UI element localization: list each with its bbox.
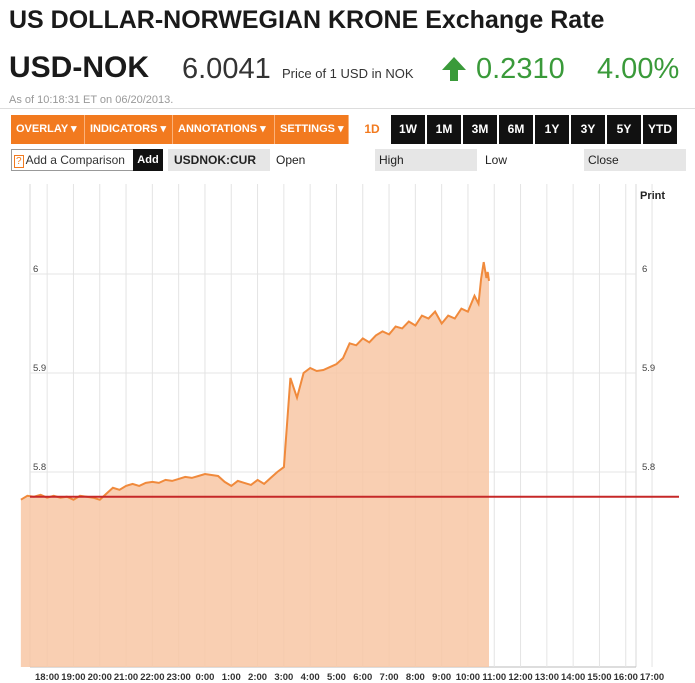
price-change-percent: 4.00% — [597, 53, 680, 85]
chart-toolbar: OVERLAY ▾ INDICATORS ▾ ANNOTATIONS ▾ SET… — [11, 115, 349, 144]
add-comparison-button[interactable]: Add — [133, 149, 163, 171]
comparison-bar: ? Add a Comparison Add USDNOK:CUR Open Hi… — [11, 149, 686, 171]
comparison-input[interactable]: ? Add a Comparison — [11, 149, 134, 171]
x-tick-label: 22:00 — [140, 672, 164, 683]
x-tick-label: 11:00 — [482, 672, 506, 683]
overlay-menu-button[interactable]: OVERLAY ▾ — [11, 115, 85, 144]
x-tick-label: 3:00 — [274, 672, 293, 683]
x-tick-label: 2:00 — [248, 672, 267, 683]
y-tick-label-left: 6 — [33, 264, 38, 275]
y-tick-label-right: 6 — [642, 264, 647, 275]
range-button-1y[interactable]: 1Y — [535, 115, 569, 144]
y-tick-label-left: 5.8 — [33, 462, 46, 473]
x-tick-label: 10:00 — [456, 672, 480, 683]
x-tick-label: 21:00 — [114, 672, 138, 683]
page-title: US DOLLAR-NORWEGIAN KRONE Exchange Rate — [9, 6, 605, 34]
x-tick-label: 14:00 — [561, 672, 585, 683]
x-tick-label: 6:00 — [353, 672, 372, 683]
open-field: Open — [272, 149, 372, 171]
range-button-5y[interactable]: 5Y — [607, 115, 641, 144]
y-tick-label-left: 5.9 — [33, 363, 46, 374]
x-tick-label: 9:00 — [432, 672, 451, 683]
x-tick-label: 20:00 — [88, 672, 112, 683]
divider — [0, 108, 695, 109]
time-range-selector: 1D 1W 1M 3M 6M 1Y 3Y 5Y YTD — [355, 115, 679, 144]
close-field: Close — [584, 149, 686, 171]
settings-menu-button[interactable]: SETTINGS ▾ — [275, 115, 349, 144]
indicators-menu-button[interactable]: INDICATORS ▾ — [85, 115, 173, 144]
x-tick-label: 13:00 — [535, 672, 559, 683]
symbol-label: USDNOK:CUR — [168, 149, 270, 171]
annotations-menu-button[interactable]: ANNOTATIONS ▾ — [173, 115, 275, 144]
x-tick-label: 19:00 — [61, 672, 85, 683]
area-fill — [20, 262, 489, 667]
y-tick-label-right: 5.9 — [642, 363, 655, 374]
timestamp: As of 10:18:31 ET on 06/20/2013. — [9, 94, 174, 106]
y-tick-label-right: 5.8 — [642, 462, 655, 473]
x-tick-label: 4:00 — [301, 672, 320, 683]
range-button-1m[interactable]: 1M — [427, 115, 461, 144]
x-tick-label: 12:00 — [508, 672, 532, 683]
current-price: 6.0041 — [182, 53, 271, 85]
high-field: High — [375, 149, 477, 171]
x-tick-label: 16:00 — [614, 672, 638, 683]
exchange-rate-chart: 18:00 19:00 20:00 21:00 22:00 23:00 0:00 1:00 2:… — [20, 184, 679, 683]
x-tick-label: 17:00 — [640, 672, 664, 683]
x-tick-label: 15:00 — [587, 672, 611, 683]
x-tick-label: 23:00 — [166, 672, 190, 683]
x-tick-label: 5:00 — [327, 672, 346, 683]
price-change: 0.2310 — [476, 53, 565, 85]
x-tick-label: 0:00 — [195, 672, 214, 683]
comparison-placeholder: Add a Comparison — [25, 153, 125, 167]
x-tick-label: 18:00 — [35, 672, 59, 683]
range-button-1d[interactable]: 1D — [355, 115, 389, 144]
x-tick-label: 1:00 — [222, 672, 241, 683]
x-tick-label: 8:00 — [406, 672, 425, 683]
range-button-1w[interactable]: 1W — [391, 115, 425, 144]
range-button-3y[interactable]: 3Y — [571, 115, 605, 144]
ticker-symbol: USD-NOK — [9, 51, 149, 84]
range-button-6m[interactable]: 6M — [499, 115, 533, 144]
low-field: Low — [481, 149, 581, 171]
help-icon[interactable]: ? — [14, 155, 24, 168]
range-button-ytd[interactable]: YTD — [643, 115, 677, 144]
price-description: Price of 1 USD in NOK — [282, 66, 414, 81]
range-button-3m[interactable]: 3M — [463, 115, 497, 144]
x-tick-label: 7:00 — [380, 672, 399, 683]
up-arrow-icon — [442, 57, 466, 81]
